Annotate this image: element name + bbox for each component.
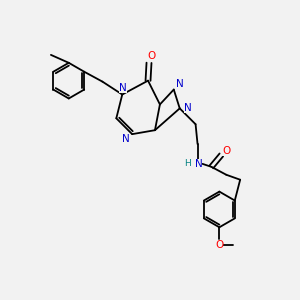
Text: N: N [176,79,184,88]
Text: O: O [148,51,156,61]
Text: O: O [215,240,224,250]
Text: N: N [119,82,127,93]
Text: N: N [184,103,191,113]
Text: N: N [195,159,203,169]
Text: O: O [222,146,230,156]
Text: H: H [184,159,191,168]
Text: N: N [122,134,130,144]
